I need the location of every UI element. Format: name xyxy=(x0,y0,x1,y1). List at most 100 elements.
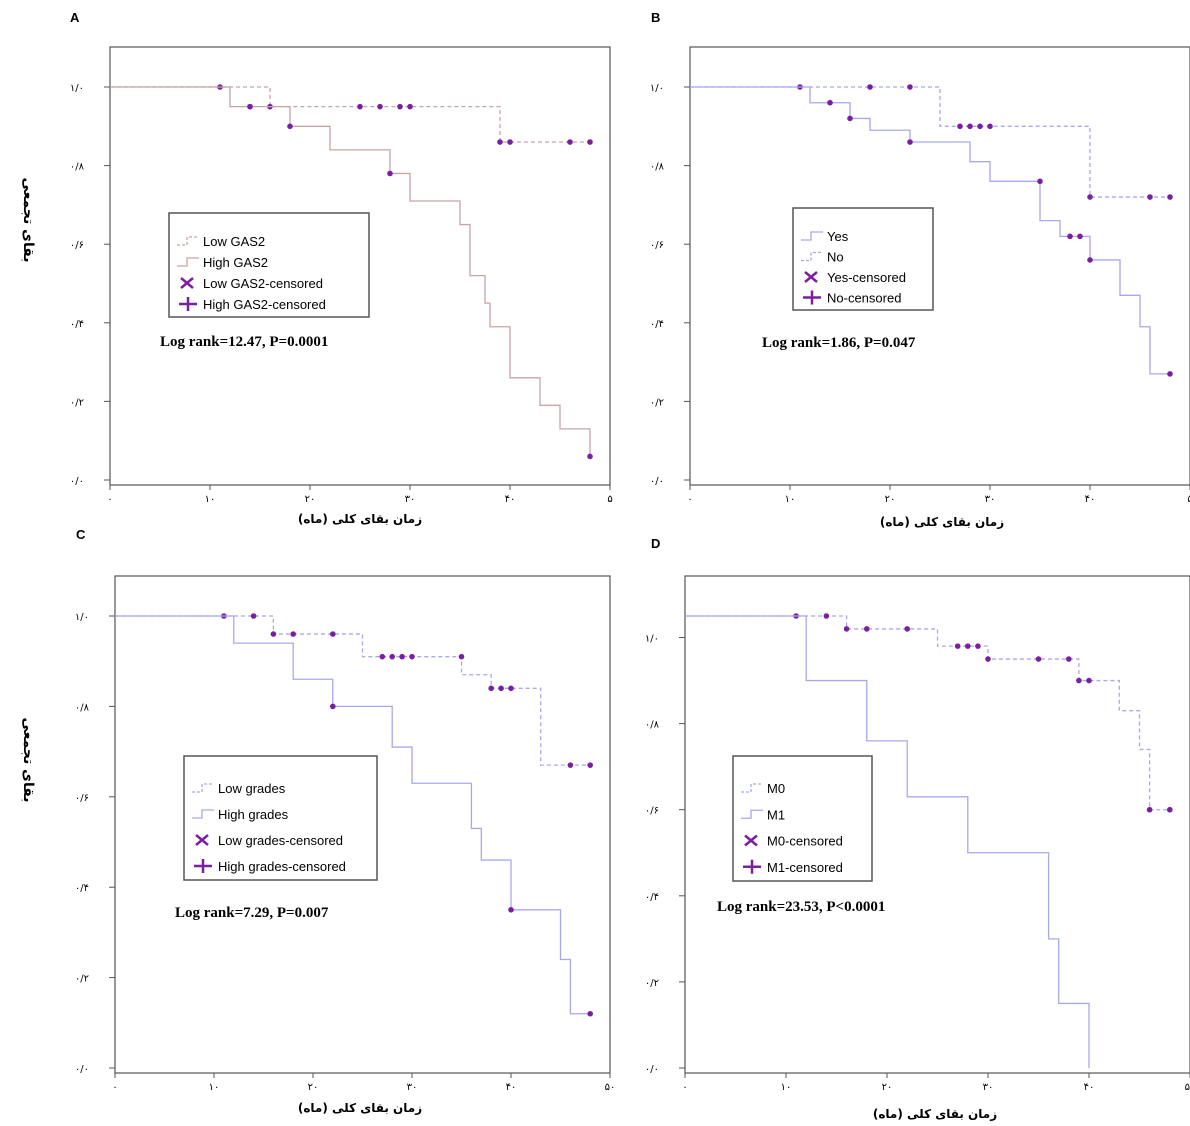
y-tick-label: ۰/۲ xyxy=(75,974,89,985)
legend: Yes No Yes-censored No-censored xyxy=(792,207,934,311)
legend-label: M1 xyxy=(767,807,785,822)
x-axis-label: زمان بقای کلی (ماه) xyxy=(298,1101,422,1115)
x-tick-label: ۲۰ xyxy=(885,494,896,505)
censor-point xyxy=(823,613,830,619)
x-tick-label: ۳۰ xyxy=(407,1082,418,1093)
plot-frame xyxy=(689,46,1190,486)
y-tick-label: ۰/۰ xyxy=(650,476,664,487)
y-tick-label: ۰/۲ xyxy=(70,397,84,408)
y-tick-label: ۰/۶ xyxy=(75,793,89,804)
censor-point xyxy=(270,631,277,637)
censor-point xyxy=(1167,806,1173,813)
legend-solid-swatch xyxy=(177,257,199,267)
y-tick-label: ۰/۰ xyxy=(645,1064,659,1075)
censor-point xyxy=(967,123,973,130)
legend-dashed-swatch xyxy=(192,783,214,793)
x-tick-label: ۲۰ xyxy=(308,1082,319,1093)
log-rank-annotation: Log rank=1.86, P=0.047 xyxy=(762,335,916,351)
censor-point xyxy=(985,656,991,662)
censor-point xyxy=(987,123,993,130)
censor-point xyxy=(290,631,297,637)
legend-box xyxy=(792,207,934,311)
censor-point xyxy=(977,123,983,130)
legend-label: M0-censored xyxy=(767,834,843,849)
legend-solid-swatch xyxy=(801,231,823,241)
x-tick-label: ۰ xyxy=(687,494,692,505)
x-tick-label: ۴۰ xyxy=(506,1082,517,1093)
censor-point xyxy=(567,139,573,145)
legend-solid-swatch xyxy=(192,809,214,819)
censor-point xyxy=(387,170,393,177)
censor-point xyxy=(904,626,910,632)
x-tick-label: ۰ xyxy=(682,1082,687,1093)
legend-x-swatch xyxy=(195,834,209,846)
y-axis-label: بقای تجمعی xyxy=(20,717,36,802)
panel-label: D xyxy=(651,536,660,551)
censor-point xyxy=(957,123,963,130)
legend-dashed-swatch xyxy=(177,236,199,246)
censor-point xyxy=(287,123,293,130)
plot-frame xyxy=(684,575,1190,1074)
censor-point xyxy=(1035,656,1042,662)
x-tick-label: ۴۰ xyxy=(1084,1082,1095,1093)
legend-x-swatch xyxy=(804,271,818,283)
censor-point xyxy=(954,643,961,649)
y-tick-label: ۰/۲ xyxy=(650,397,664,408)
y-tick-label: ۰/۶ xyxy=(645,806,659,817)
censor-point xyxy=(1146,806,1153,813)
panel-b: B ۰/۰ ۰/۲ ۰/۴ ۰/۶ ۰/۸ ۱/۰ ۰ ۱۰ ۲۰ ۳۰ ۴۰ ۵ زمان بقای ک… xyxy=(650,10,1190,529)
censor-point xyxy=(843,626,850,632)
survival-curve-solid xyxy=(690,86,1172,375)
x-tick-label: ۴۰ xyxy=(1085,494,1096,505)
survival-curve-dashed xyxy=(690,86,1172,198)
censor-point xyxy=(377,103,383,110)
plot-frame xyxy=(114,575,611,1074)
legend-box xyxy=(732,755,873,882)
censor-point xyxy=(867,84,873,90)
plot-frame xyxy=(109,46,611,486)
survival-curve-dashed xyxy=(115,615,591,766)
panel-a: A ۰/۰ ۰/۲ ۰/۴ ۰/۶ ۰/۸ ۱/۰ ۰ ۱۰ ۲۰ ۳۰ ۴۰ ۵ زمان بقای ک… xyxy=(20,10,613,526)
survival-curve-solid xyxy=(685,615,1090,1068)
x-tick-label: ۳۰ xyxy=(983,1082,994,1093)
legend-label: Low GAS2-censored xyxy=(203,276,323,291)
censor-point xyxy=(847,115,853,122)
censor-point xyxy=(330,703,336,710)
censor-point xyxy=(1076,677,1082,684)
survival-curve-dashed xyxy=(685,615,1170,811)
x-tick-label: ۵ xyxy=(607,494,612,505)
x-tick-label: ۴۰ xyxy=(505,494,516,505)
legend-label: Low grades-censored xyxy=(218,833,343,848)
legend: Low GAS2 High GAS2 Low GAS2-censored High G… xyxy=(168,212,370,318)
x-tick-label: ۵۰ xyxy=(605,1082,616,1093)
legend-label: Yes xyxy=(827,229,849,244)
legend-label: Low GAS2 xyxy=(203,234,265,249)
censor-point xyxy=(587,762,593,768)
censor-point xyxy=(587,139,593,145)
y-tick-label: ۱/۰ xyxy=(645,634,659,645)
censor-point xyxy=(488,685,495,692)
censor-point xyxy=(1037,178,1043,185)
legend-label: High grades xyxy=(218,807,289,822)
legend-dashed-swatch xyxy=(741,783,763,793)
y-tick-label: ۰/۰ xyxy=(75,1064,89,1075)
panel-label: C xyxy=(76,527,86,542)
y-tick-label: ۰/۸ xyxy=(650,162,665,173)
legend-label: High GAS2 xyxy=(203,255,268,270)
y-tick-label: ۰/۴ xyxy=(75,883,89,894)
censor-point xyxy=(497,139,503,145)
censor-point xyxy=(1066,656,1072,662)
log-rank-annotation: Log rank=12.47, P=0.0001 xyxy=(160,334,328,350)
y-tick-label: ۰/۴ xyxy=(70,319,84,330)
x-axis-label: زمان بقای کلی (ماه) xyxy=(873,1107,997,1121)
x-tick-label: ۳۰ xyxy=(985,494,996,505)
legend: Low grades High grades Low grades-censored… xyxy=(183,755,378,881)
censor-point xyxy=(587,1010,593,1017)
legend-box xyxy=(168,212,370,318)
censor-point xyxy=(965,643,971,649)
x-tick-label: ۱۰ xyxy=(781,1082,792,1093)
censor-point xyxy=(389,653,396,660)
y-tick-label: ۰/۴ xyxy=(650,319,664,330)
censor-point xyxy=(409,653,415,660)
panel-label: A xyxy=(70,10,80,25)
